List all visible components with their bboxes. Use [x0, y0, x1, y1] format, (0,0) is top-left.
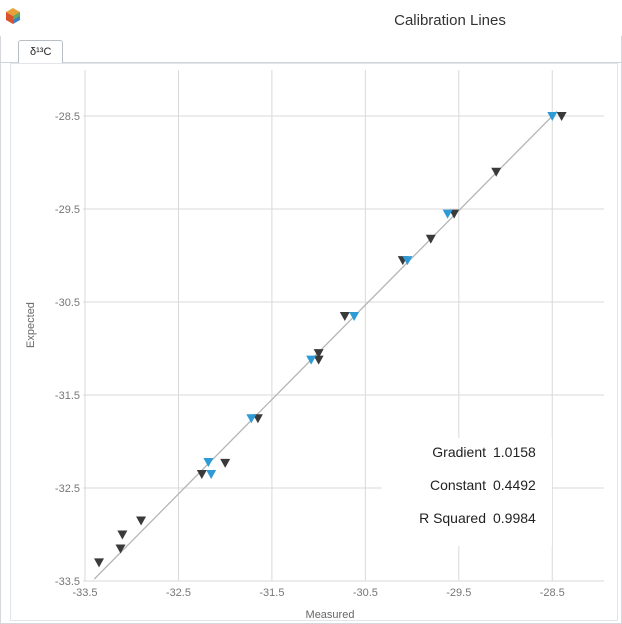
title-bar: Calibration Lines	[0, 0, 622, 36]
data-point	[220, 458, 231, 468]
constant-value: 0.4492	[493, 477, 536, 493]
fit-statistics-box: Gradient 1.0158 Constant 0.4492 R Square…	[382, 438, 552, 546]
gradient-value: 1.0158	[493, 444, 536, 460]
y-tick-label: -32.5	[55, 483, 80, 495]
data-point	[306, 355, 317, 365]
data-point	[246, 414, 257, 424]
x-tick-label: -33.5	[72, 587, 97, 599]
data-point	[402, 256, 413, 266]
data-point	[339, 311, 350, 321]
y-tick-label: -31.5	[55, 390, 80, 402]
data-point	[349, 311, 360, 321]
data-point	[94, 558, 105, 568]
constant-label: Constant	[429, 477, 486, 493]
data-point	[313, 355, 324, 365]
tab-bar: δ¹³C	[0, 36, 622, 64]
data-markers	[94, 112, 567, 568]
y-tick-label: -28.5	[55, 111, 80, 123]
data-point	[117, 530, 128, 540]
gradient-label: Gradient	[432, 444, 486, 460]
y-tick-label: -29.5	[55, 204, 80, 216]
r-squared-label: R Squared	[419, 510, 486, 526]
fit-line	[93, 110, 558, 580]
data-point	[252, 414, 263, 424]
x-tick-label: -32.5	[166, 587, 191, 599]
x-tick-label: -29.5	[446, 587, 471, 599]
window-title: Calibration Lines	[394, 12, 506, 29]
x-tick-label: -30.5	[353, 587, 378, 599]
data-point	[136, 516, 147, 526]
r-squared-value: 0.9984	[493, 510, 536, 526]
gradient-row: Gradient 1.0158	[382, 444, 552, 466]
data-point	[449, 209, 460, 219]
data-point	[115, 544, 126, 554]
x-tick-label: -31.5	[259, 587, 284, 599]
y-tick-label: -33.5	[55, 576, 80, 588]
data-point	[547, 112, 558, 121]
data-point	[313, 349, 324, 359]
data-point	[196, 470, 207, 480]
data-point	[206, 470, 217, 480]
x-tick-label: -28.5	[540, 587, 565, 599]
constant-row: Constant 0.4492	[382, 477, 552, 499]
x-axis-label: Measured	[306, 609, 355, 621]
data-point	[556, 112, 567, 121]
y-tick-label: -30.5	[55, 297, 80, 309]
tab-delta-13c[interactable]: δ¹³C	[18, 40, 64, 64]
y-axis-label: Expected	[25, 302, 37, 348]
app-cube-icon	[6, 8, 20, 24]
data-point	[491, 167, 502, 177]
data-point	[203, 457, 214, 467]
r-squared-row: R Squared 0.9984	[382, 510, 552, 532]
data-point	[425, 234, 436, 244]
tick-labels: -33.5 -32.5 -31.5 -30.5 -29.5 -28.5 -28.5 -29.5…	[55, 111, 565, 599]
data-point	[442, 209, 453, 219]
